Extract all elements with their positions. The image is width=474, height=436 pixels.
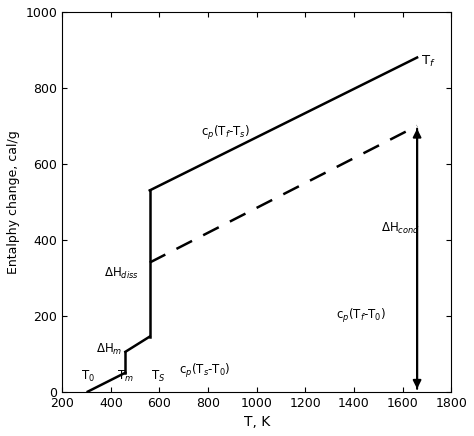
Text: T$_0$: T$_0$ [81,369,95,384]
Text: T$_f$: T$_f$ [421,54,436,69]
Text: c$_p$(T$_f$-T$_s$): c$_p$(T$_f$-T$_s$) [201,124,250,143]
Text: c$_p$(T$_s$-T$_0$): c$_p$(T$_s$-T$_0$) [179,362,230,380]
Y-axis label: Entalphy change, cal/g: Entalphy change, cal/g [7,130,20,274]
Text: T$_m$: T$_m$ [117,369,134,384]
Text: T$_S$: T$_S$ [151,369,165,384]
X-axis label: T, K: T, K [244,415,270,429]
Text: $\Delta$H$_{diss}$: $\Delta$H$_{diss}$ [103,266,138,282]
Text: $\Delta$H$_{cond}$: $\Delta$H$_{cond}$ [381,221,419,236]
Text: $\Delta$H$_m$: $\Delta$H$_m$ [96,341,123,357]
Text: c$_p$(T$_f$-T$_0$): c$_p$(T$_f$-T$_0$) [336,307,386,325]
